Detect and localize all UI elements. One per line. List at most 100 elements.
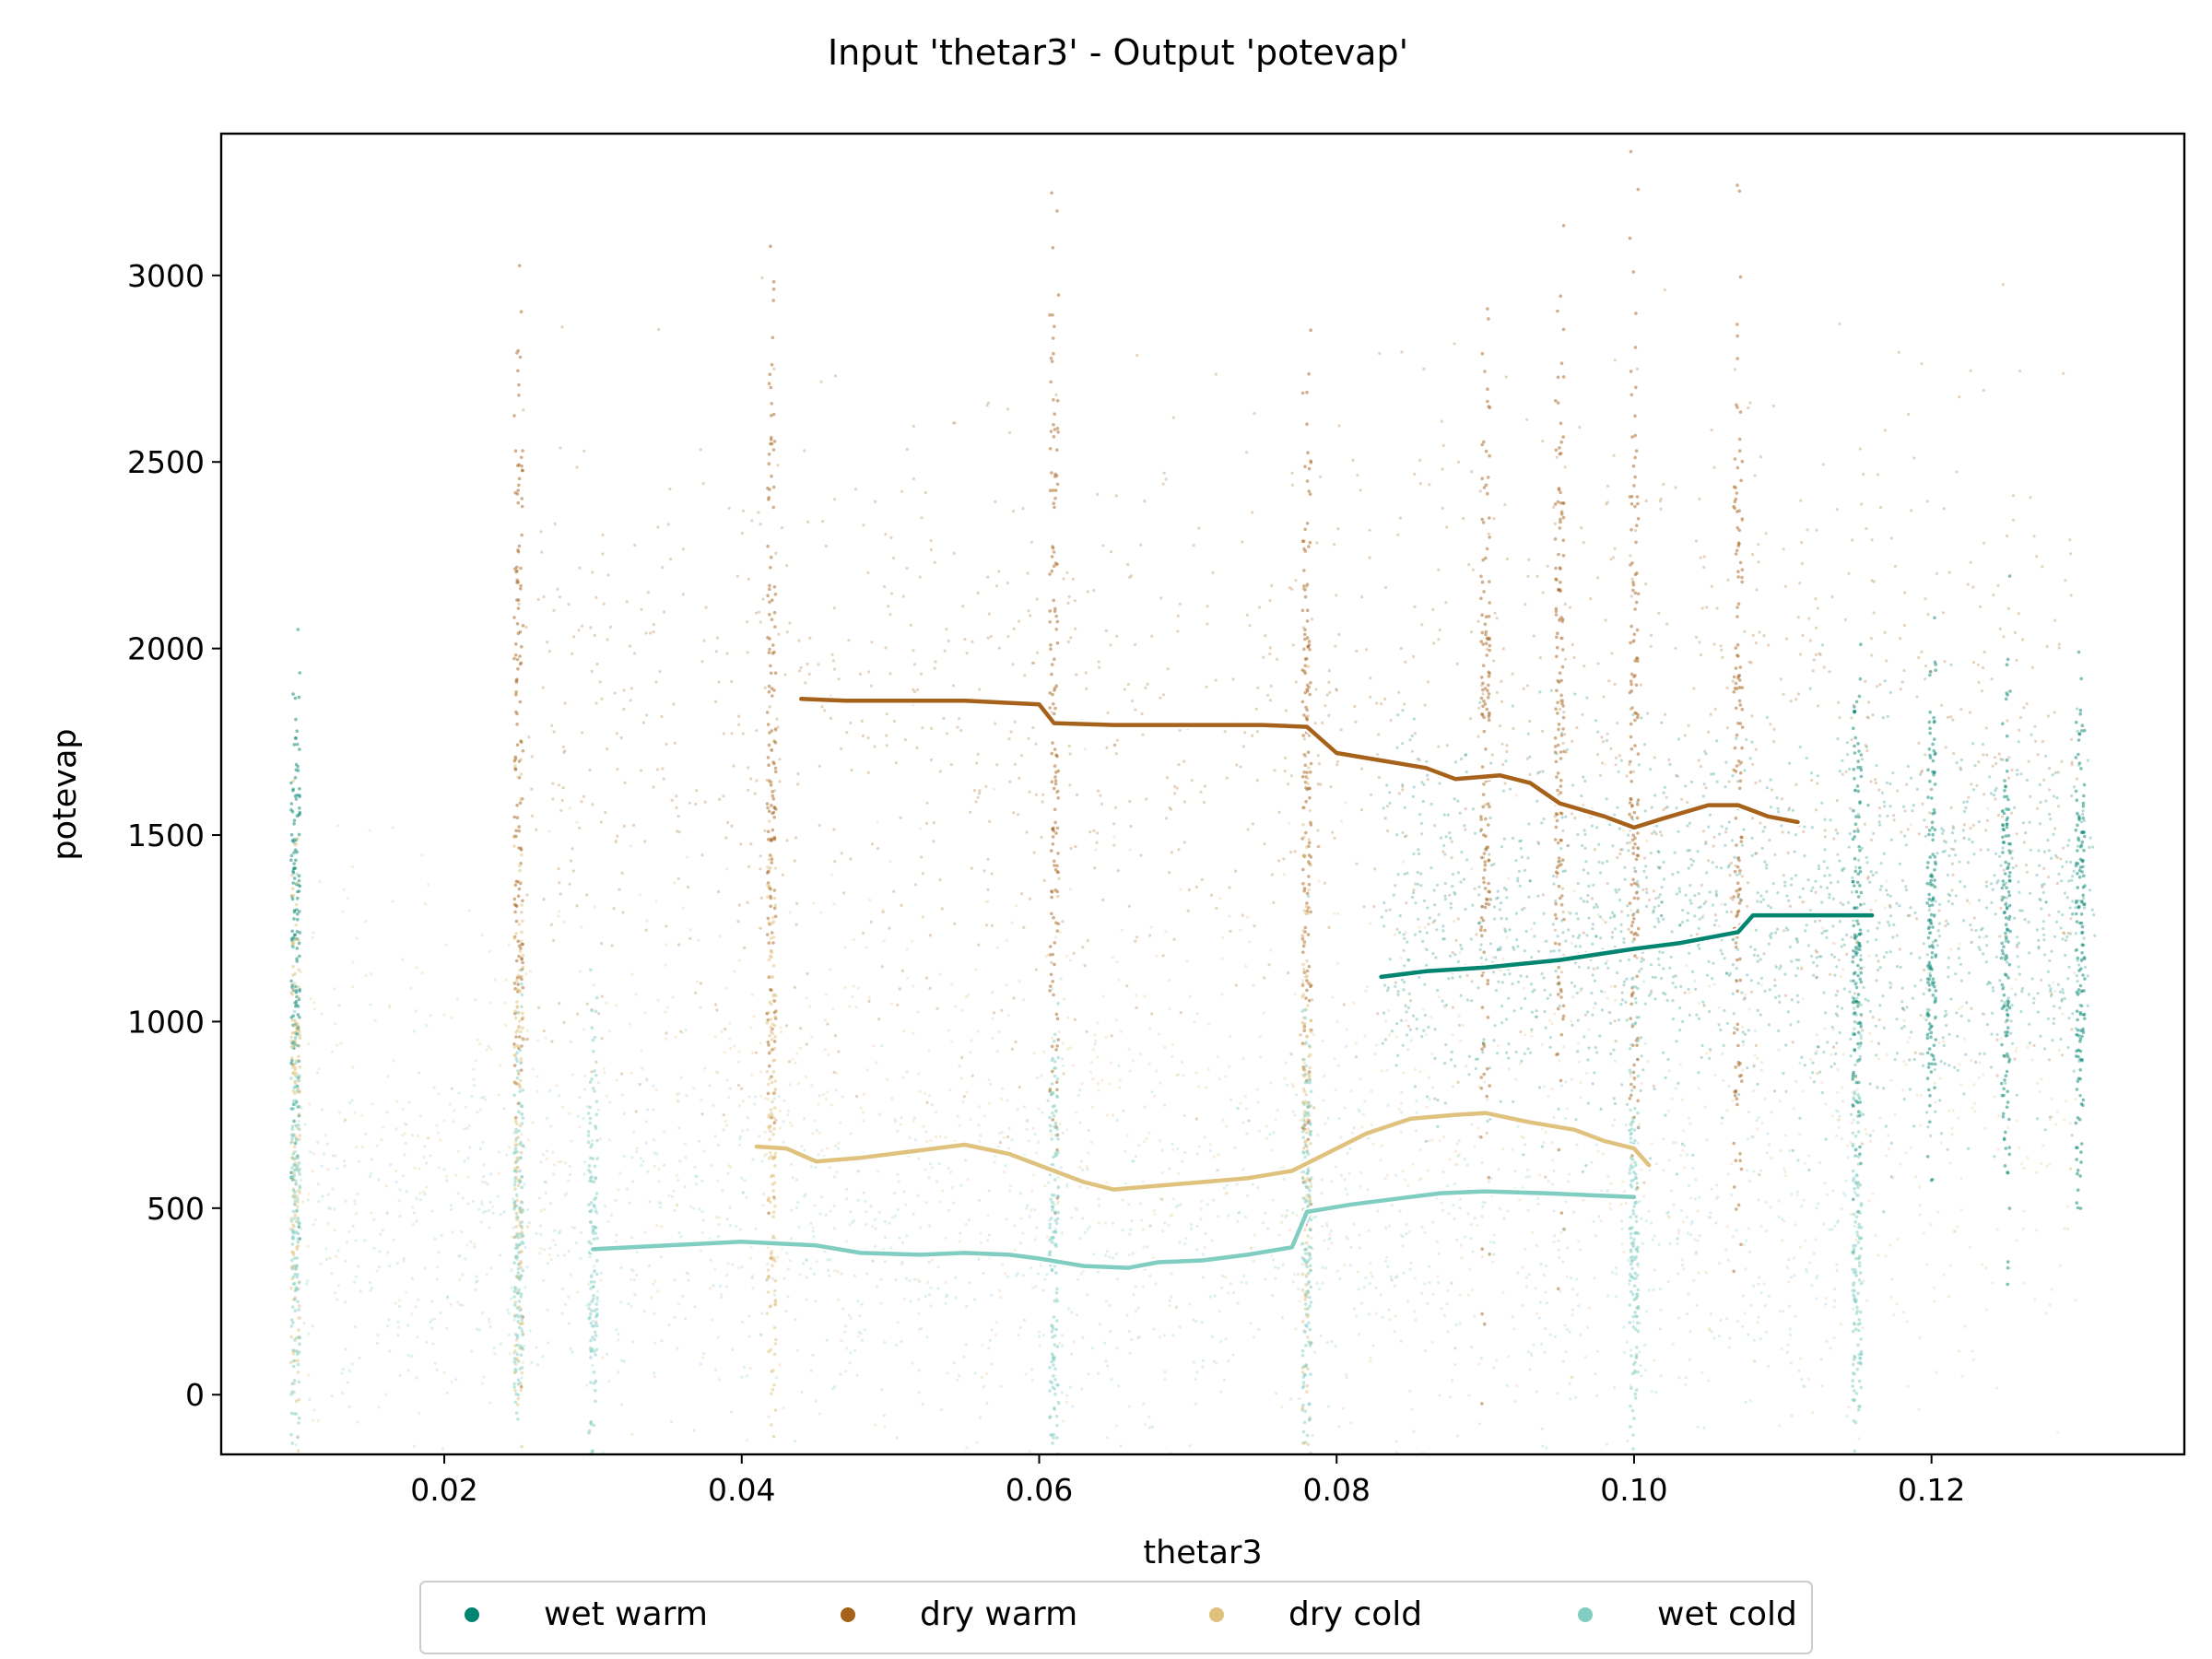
data-point <box>1085 687 1088 690</box>
data-point <box>1925 1007 1929 1011</box>
data-point <box>1307 860 1311 864</box>
data-point <box>1816 774 1820 778</box>
data-point <box>1526 574 1530 578</box>
data-point <box>1688 821 1692 825</box>
data-point <box>1752 1065 1756 1068</box>
data-point <box>1483 905 1488 910</box>
data-point <box>1303 594 1308 599</box>
data-point <box>1796 966 1800 971</box>
data-point <box>1565 747 1569 752</box>
data-point <box>1556 309 1559 313</box>
data-point <box>1657 963 1661 967</box>
data-point <box>289 858 293 862</box>
data-point <box>1919 978 1923 982</box>
data-point <box>1307 875 1311 878</box>
data-point <box>2006 1018 2009 1022</box>
scatter-series-1 <box>289 574 2097 1287</box>
data-point <box>296 1005 300 1008</box>
data-point <box>1148 934 1152 937</box>
data-point <box>1786 1010 1790 1014</box>
data-point <box>1467 563 1471 567</box>
data-point <box>1989 792 1994 795</box>
data-point <box>1927 747 1932 751</box>
data-point <box>1734 497 1738 501</box>
data-point <box>2061 988 2065 992</box>
data-point <box>850 768 853 772</box>
data-point <box>1984 829 1988 832</box>
data-point <box>1944 1009 1947 1013</box>
data-point <box>519 566 523 571</box>
data-point <box>1783 1167 1786 1171</box>
data-point <box>1559 811 1564 816</box>
data-point <box>1486 387 1489 392</box>
data-point <box>1433 903 1437 907</box>
data-point <box>1570 981 1573 984</box>
data-point <box>1740 686 1745 689</box>
data-point <box>513 883 518 888</box>
data-point <box>1646 1059 1650 1064</box>
data-point <box>1307 466 1312 471</box>
data-point <box>1529 982 1533 986</box>
data-point <box>1875 764 1878 768</box>
data-point <box>2044 900 2048 904</box>
data-point <box>2077 732 2081 735</box>
data-point <box>700 1099 703 1102</box>
data-point <box>1858 677 1863 681</box>
data-point <box>521 942 524 947</box>
data-point <box>1317 844 1321 848</box>
data-point <box>1050 960 1053 965</box>
data-point <box>1757 543 1760 547</box>
data-point <box>1537 771 1542 774</box>
data-point <box>1932 772 1936 777</box>
data-point <box>1561 829 1565 833</box>
data-point <box>1876 926 1879 930</box>
data-point <box>1557 965 1560 970</box>
data-point <box>1302 753 1307 757</box>
data-point <box>1798 653 1803 656</box>
data-point <box>1931 759 1936 763</box>
data-point <box>514 919 519 924</box>
data-point <box>2062 931 2065 935</box>
data-point <box>1836 831 1840 835</box>
data-point <box>1453 1065 1457 1068</box>
data-point <box>350 865 354 869</box>
data-point <box>1735 687 1739 690</box>
data-point <box>1988 775 1992 779</box>
data-point <box>652 630 655 634</box>
data-point <box>1048 609 1052 613</box>
data-point <box>2001 846 2005 850</box>
data-point <box>1287 971 1290 975</box>
data-point <box>1783 884 1787 888</box>
data-point <box>1167 871 1171 875</box>
data-point <box>2056 982 2060 986</box>
data-point <box>1681 908 1685 912</box>
data-point <box>1606 859 1609 864</box>
data-point <box>1735 873 1739 877</box>
data-point <box>1747 660 1751 664</box>
data-point <box>1594 935 1598 938</box>
data-point <box>771 412 776 417</box>
data-point <box>1956 1225 1959 1229</box>
data-point <box>1809 888 1813 893</box>
data-point <box>768 637 771 641</box>
data-point <box>1487 615 1491 618</box>
data-point <box>298 787 301 791</box>
data-point <box>1575 726 1579 730</box>
data-point <box>1865 748 1869 753</box>
data-point <box>1463 824 1466 828</box>
data-point <box>1591 927 1594 931</box>
data-point <box>296 912 300 916</box>
data-point <box>1755 588 1759 592</box>
data-point <box>648 631 653 635</box>
data-point <box>1769 906 1772 910</box>
data-point <box>513 653 518 657</box>
data-point <box>969 810 972 814</box>
data-point <box>1554 901 1558 906</box>
data-point <box>1483 687 1488 690</box>
data-point <box>772 835 776 840</box>
data-point <box>866 771 870 775</box>
data-point <box>524 625 528 629</box>
data-point <box>1245 451 1249 454</box>
data-point <box>515 578 519 582</box>
data-point <box>1984 935 1988 938</box>
